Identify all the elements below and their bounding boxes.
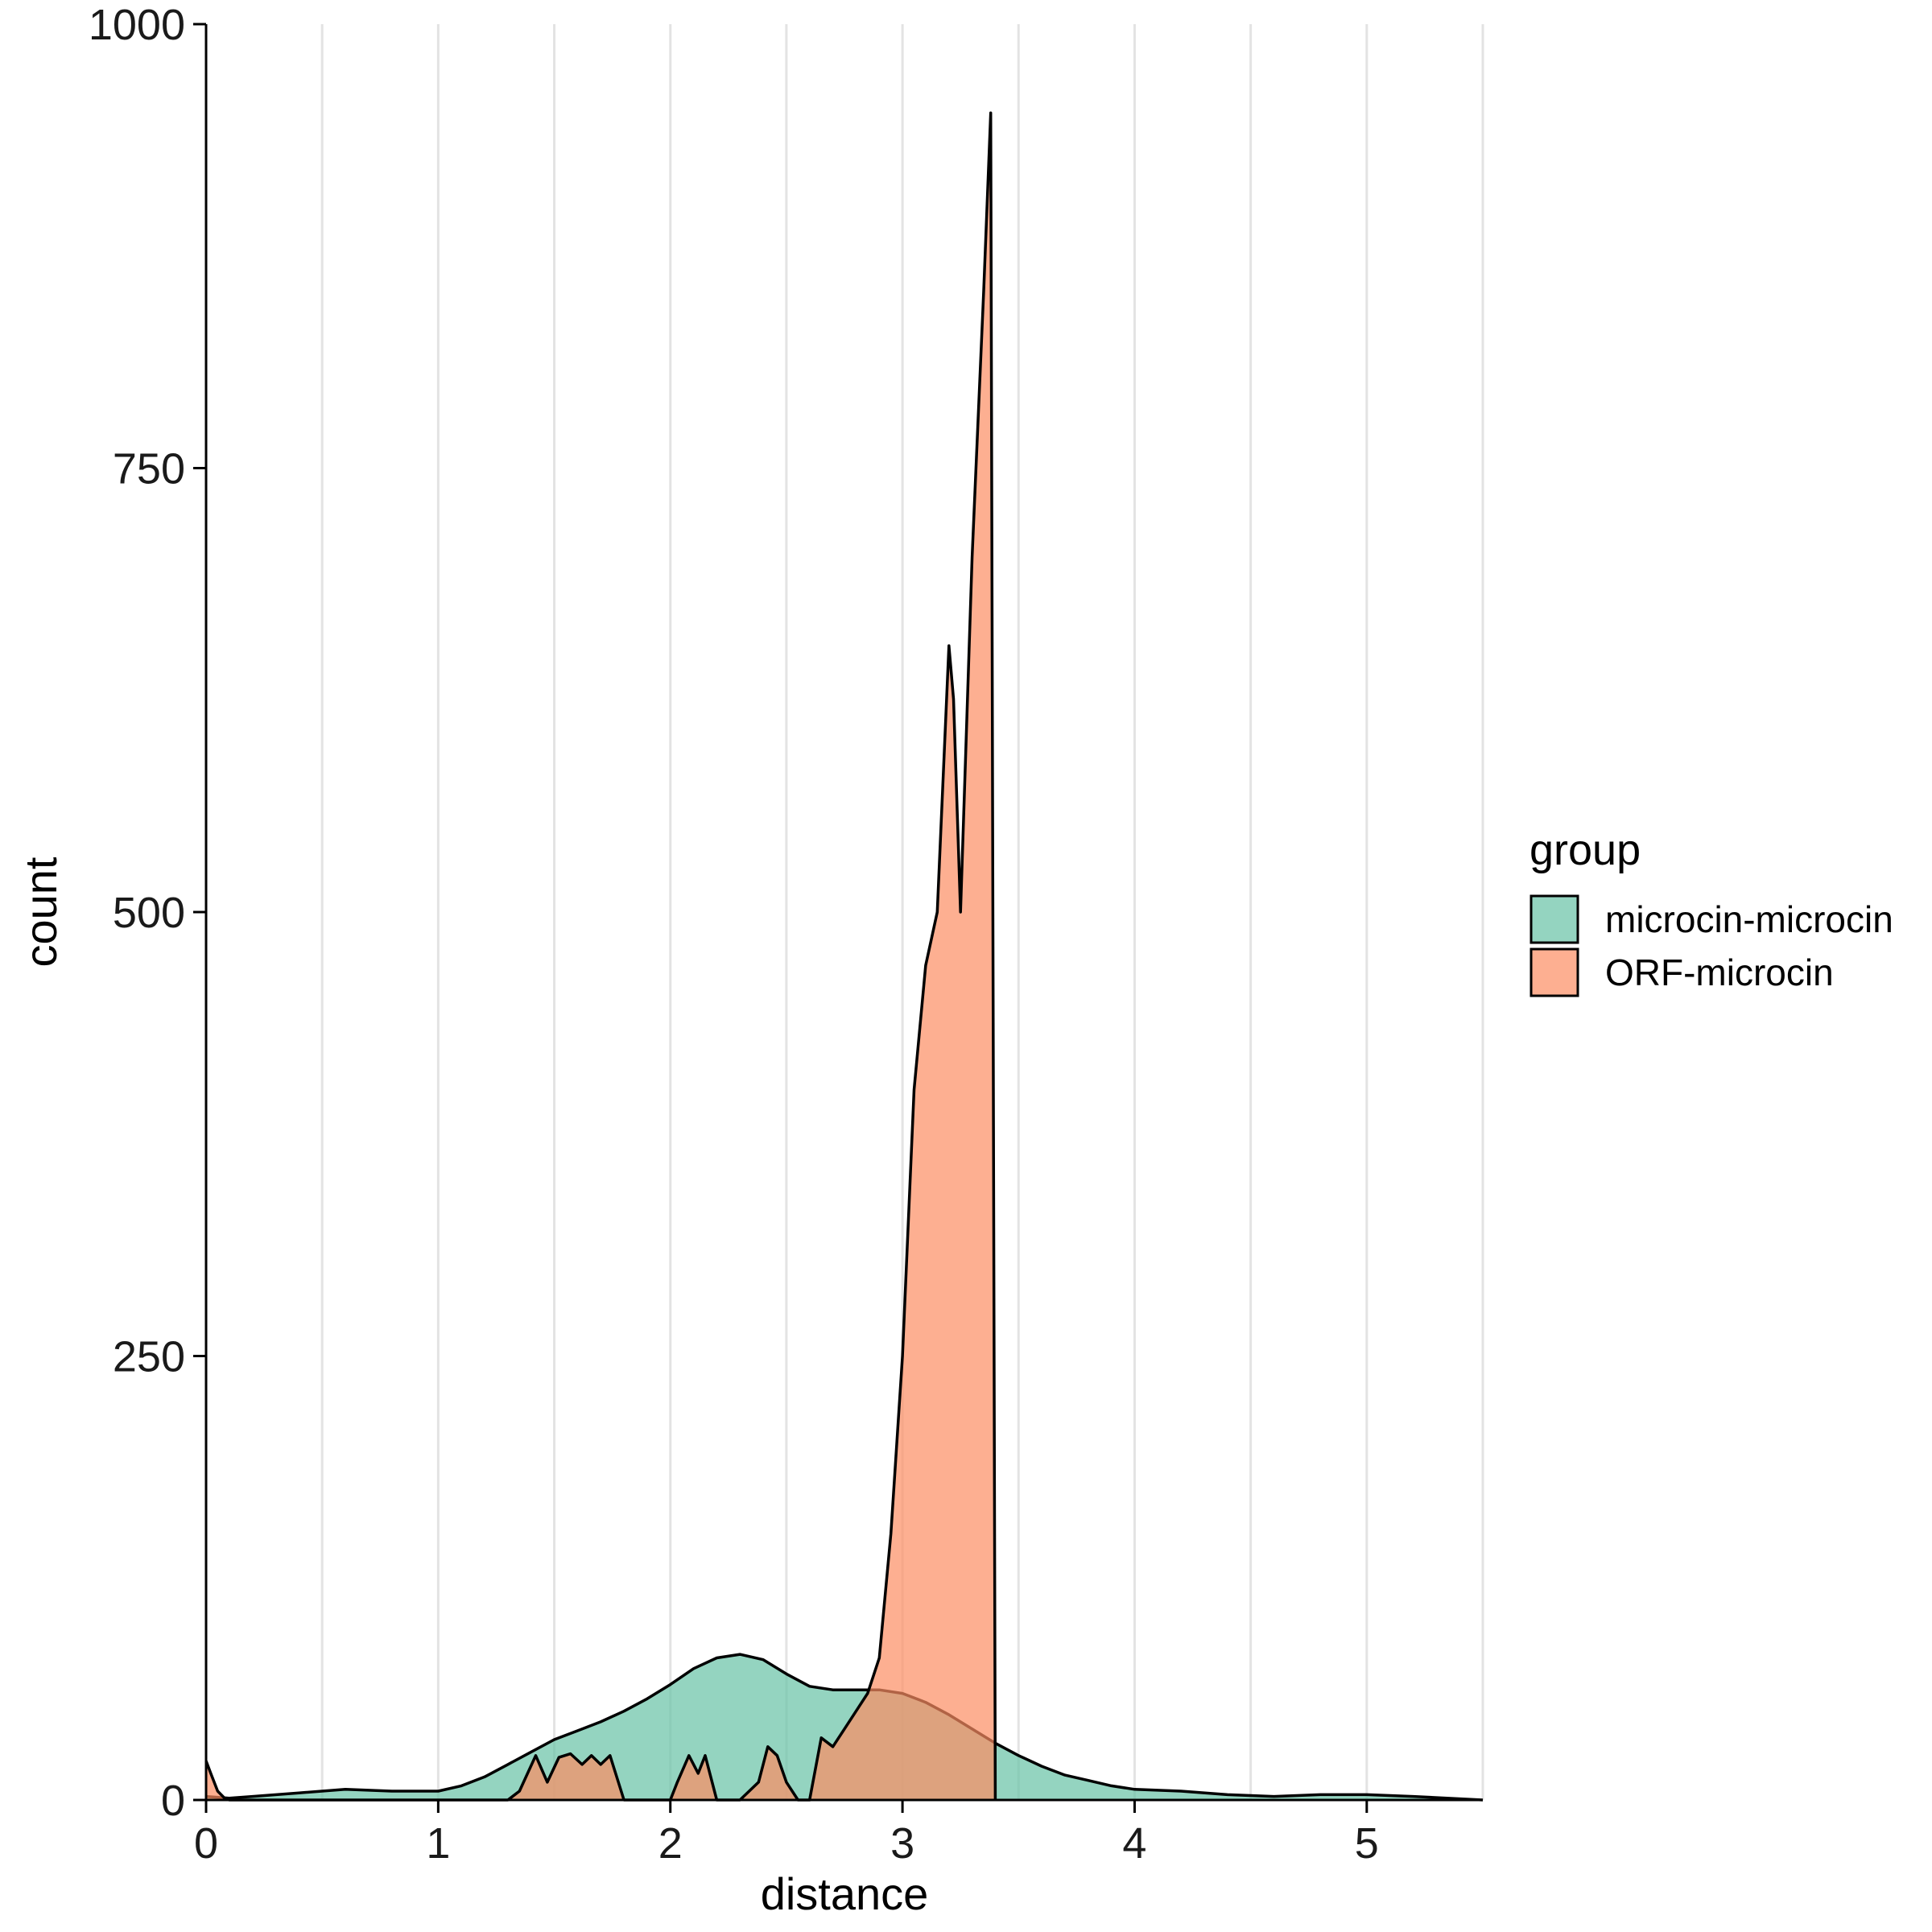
legend-label-microcin-microcin: microcin-microcin bbox=[1605, 898, 1893, 940]
axes bbox=[204, 24, 1483, 1802]
ticks: 0 1 2 3 4 5 0 250 500 750 1000 bbox=[89, 1, 1379, 1868]
density-line-microcin-microcin bbox=[205, 1653, 1484, 1802]
legend-key-orf-microcin bbox=[1530, 947, 1579, 997]
y-tick-label-1000: 1000 bbox=[89, 1, 185, 49]
legend: group microcin-microcin ORF-microcin bbox=[1530, 826, 1893, 997]
y-tick-label-250: 250 bbox=[113, 1333, 185, 1381]
gridlines bbox=[320, 24, 1484, 1800]
density-areas bbox=[204, 111, 1484, 1802]
x-axis-title: distance bbox=[761, 1868, 929, 1919]
y-tick-label-0: 0 bbox=[161, 1777, 185, 1825]
legend-title: group bbox=[1530, 826, 1641, 874]
area-orf-microcin bbox=[206, 113, 996, 1800]
x-tick-label-4: 4 bbox=[1122, 1819, 1146, 1868]
legend-key-microcin-microcin bbox=[1530, 894, 1579, 944]
x-tick-label-5: 5 bbox=[1355, 1819, 1379, 1868]
y-tick-label-500: 500 bbox=[113, 889, 185, 937]
x-tick-label-3: 3 bbox=[890, 1819, 914, 1868]
x-tick-label-0: 0 bbox=[194, 1819, 218, 1868]
y-axis-title: count bbox=[15, 857, 66, 967]
y-tick-label-750: 750 bbox=[113, 445, 185, 493]
legend-label-orf-microcin: ORF-microcin bbox=[1605, 952, 1834, 993]
x-tick-label-1: 1 bbox=[426, 1819, 450, 1868]
x-tick-label-2: 2 bbox=[658, 1819, 683, 1868]
density-line-orf-microcin bbox=[204, 111, 997, 1802]
